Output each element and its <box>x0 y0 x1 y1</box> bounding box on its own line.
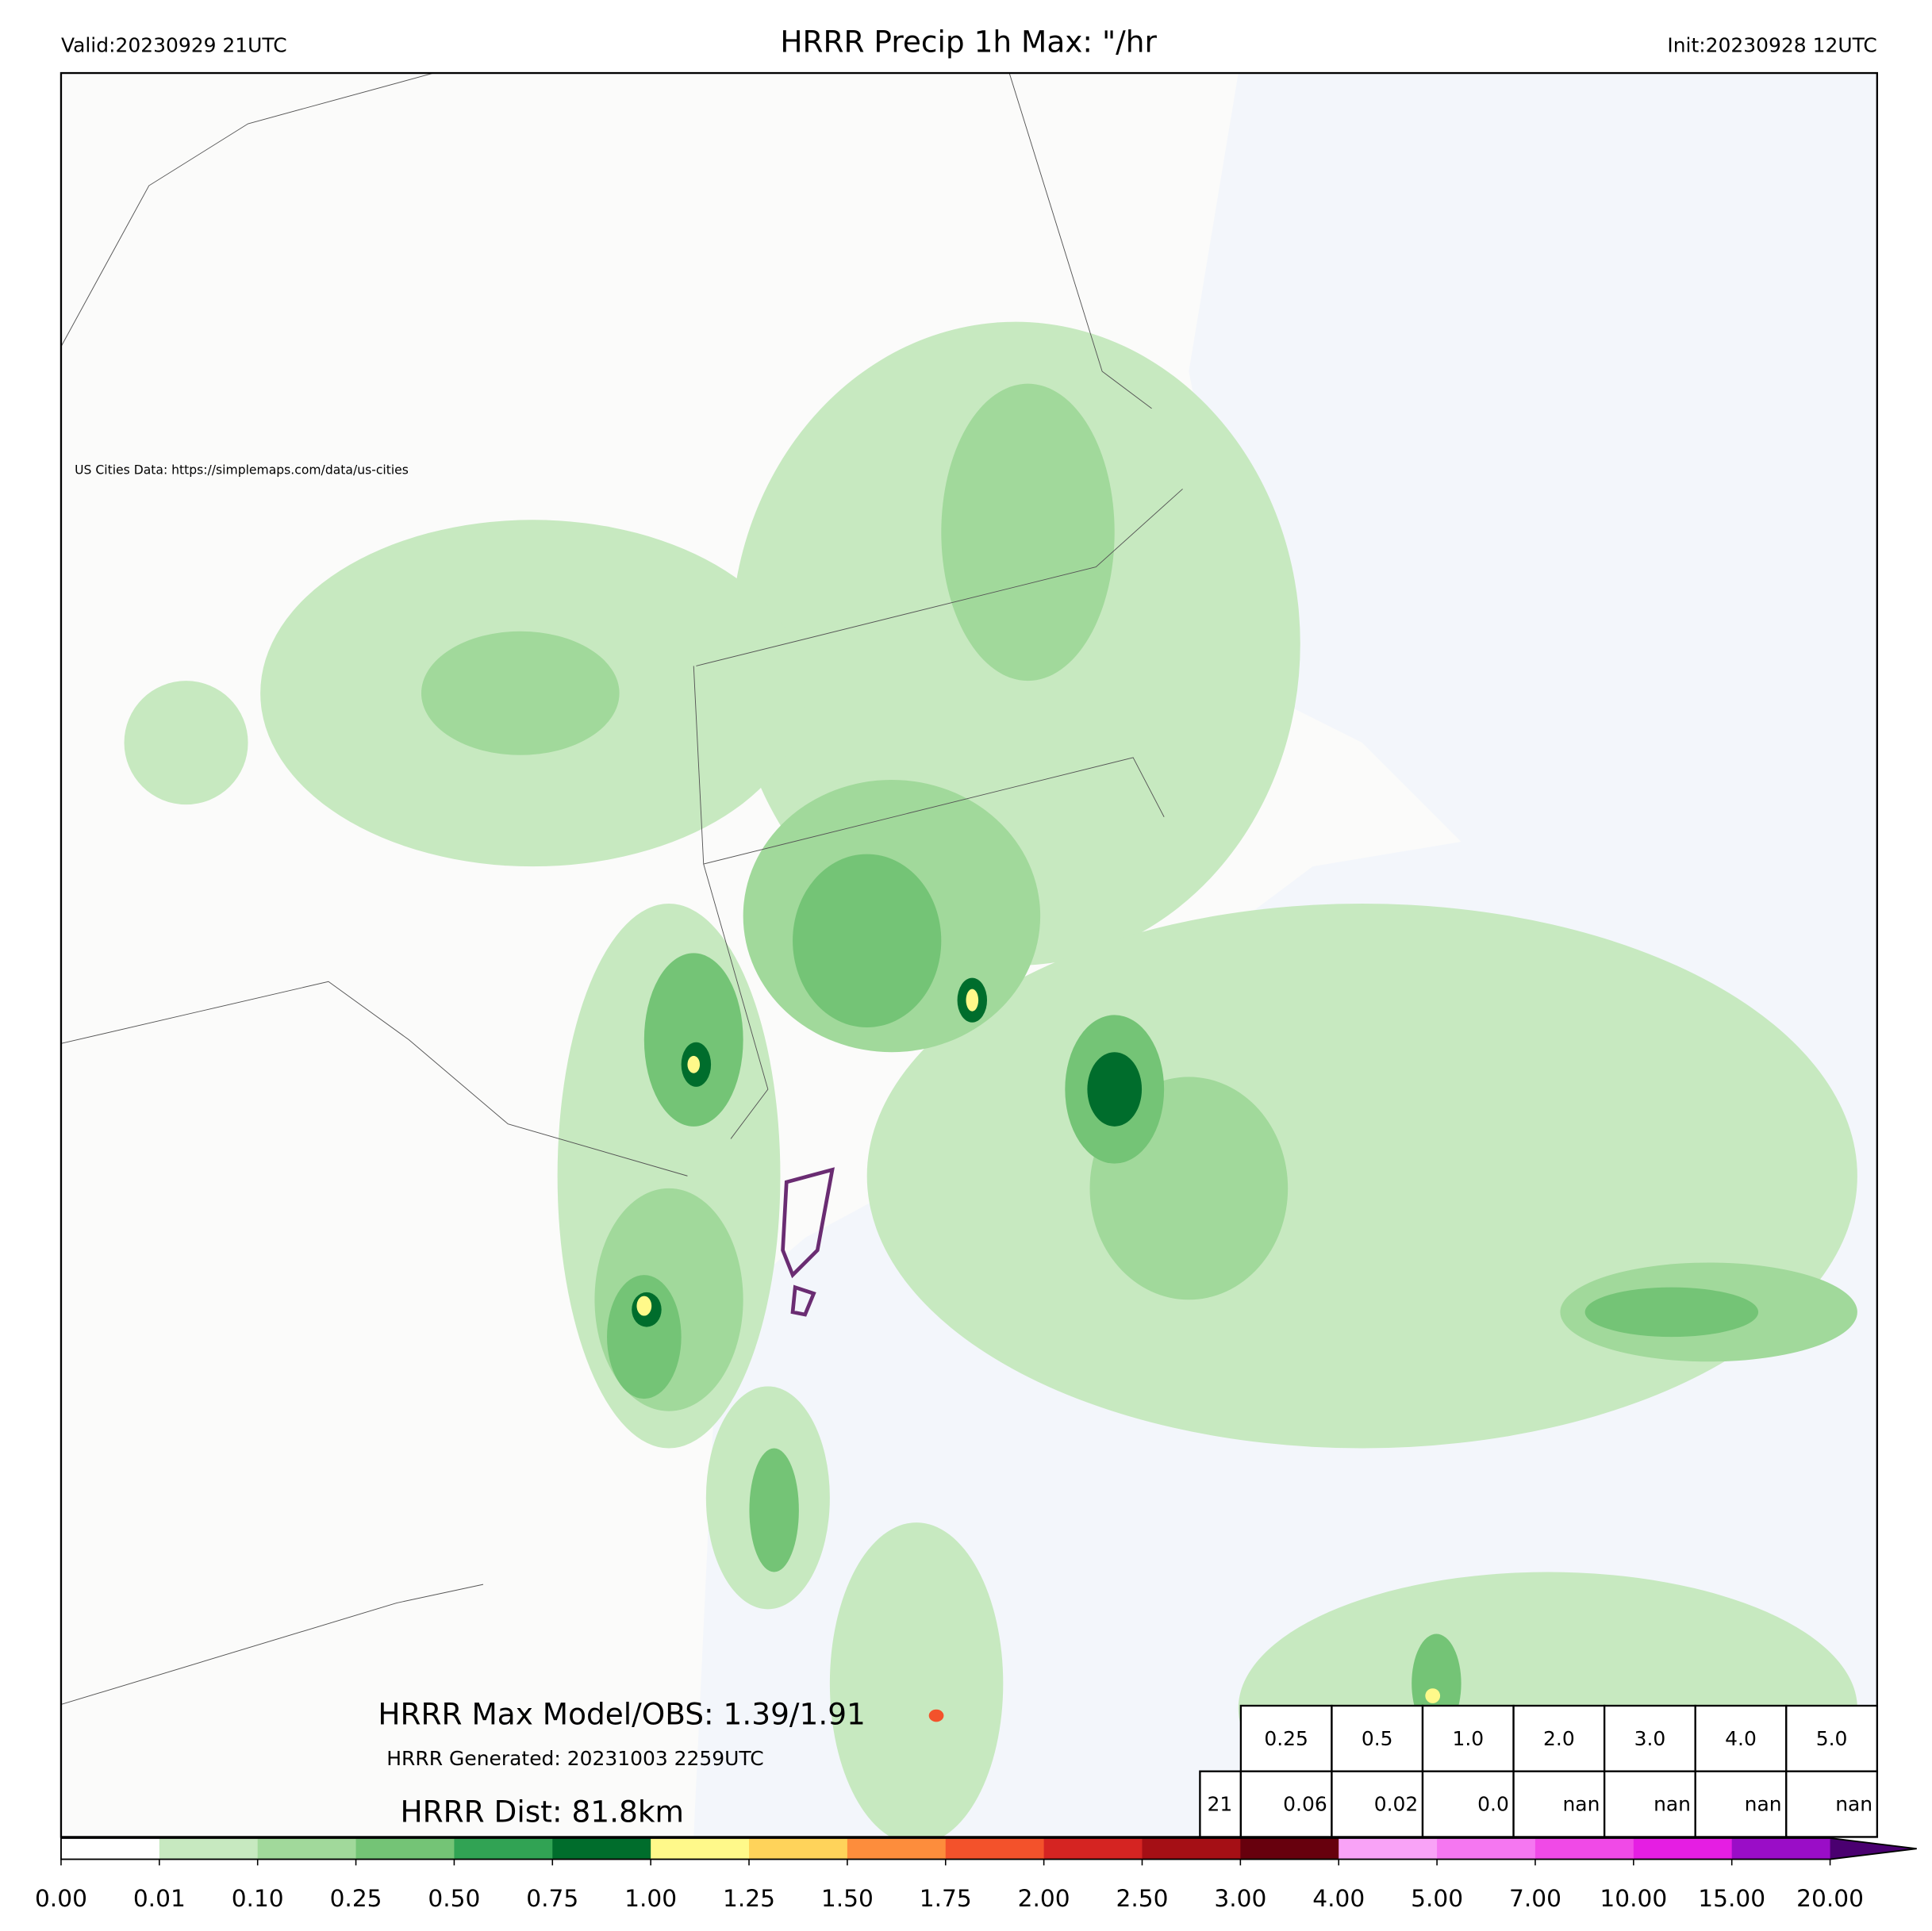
table-cell <box>1512 1704 1606 1772</box>
obs-contour <box>781 1167 835 1317</box>
table-row-label: 21 <box>1207 1793 1232 1816</box>
table-header: 4.0 <box>1725 1727 1757 1750</box>
colorbar-label: 5.00 <box>1411 1884 1463 1912</box>
table-cell <box>1512 1770 1606 1838</box>
table-header: 0.25 <box>1264 1727 1308 1750</box>
colorbar-label: 0.01 <box>133 1884 186 1912</box>
colorbar-segment <box>454 1837 554 1860</box>
table-cell <box>1239 1704 1333 1772</box>
table-cell <box>1694 1770 1788 1838</box>
table-cell <box>1421 1704 1515 1772</box>
colorbar-label: 0.00 <box>35 1884 87 1912</box>
table-value: 0.06 <box>1283 1793 1327 1816</box>
init-time: Init:20230928 12UTC <box>1667 34 1876 57</box>
table-value: nan <box>1745 1793 1782 1816</box>
table-value: 0.0 <box>1477 1793 1509 1816</box>
precip-heavy <box>607 854 1759 1733</box>
colorbar-segment <box>1534 1837 1634 1860</box>
table-value: nan <box>1562 1793 1600 1816</box>
colorbar-label: 0.50 <box>428 1884 480 1912</box>
map-frame <box>60 71 1879 1838</box>
generated: HRRR Generated: 20231003 2259UTC <box>386 1747 763 1770</box>
colorbar-segment <box>1142 1837 1242 1860</box>
table-cell <box>1785 1770 1879 1838</box>
table-header: 3.0 <box>1634 1727 1666 1750</box>
max-model-obs: HRRR Max Model/OBS: 1.39/1.91 <box>378 1696 866 1731</box>
colorbar-segment <box>945 1837 1045 1860</box>
colorbar-label: 20.00 <box>1796 1884 1864 1912</box>
colorbar-segment <box>257 1837 357 1860</box>
table-cell <box>1603 1770 1696 1838</box>
colorbar-label: 4.00 <box>1312 1884 1365 1912</box>
colorbar-segment <box>847 1837 947 1860</box>
valid-time: Valid:20230929 21UTC <box>61 34 287 57</box>
precip-extreme <box>636 989 1441 1722</box>
colorbar-label: 7.00 <box>1509 1884 1561 1912</box>
stats-table: 0.25 0.5 1.0 2.0 3.0 4.0 5.0 21 0.06 0.02 0.0 nan na… <box>1199 1704 1879 1838</box>
colorbar-segment <box>1339 1837 1438 1860</box>
credit: US Cities Data: https://simplemaps.com/d… <box>75 463 409 478</box>
colorbar-outline <box>60 1837 1917 1860</box>
borders <box>60 72 1183 1705</box>
colorbar-label: 1.25 <box>723 1884 775 1912</box>
table-cell <box>1239 1770 1333 1838</box>
colorbar-label: 0.25 <box>330 1884 382 1912</box>
table-value: nan <box>1835 1793 1872 1816</box>
distance: HRRR Dist: 81.8km <box>400 1795 684 1829</box>
colorbar-extend <box>1830 1837 1917 1860</box>
colorbar-label: 3.00 <box>1214 1884 1266 1912</box>
colorbar-segment <box>355 1837 455 1860</box>
colorbar-segment <box>159 1837 259 1860</box>
table-header: 0.5 <box>1362 1727 1393 1750</box>
colorbar-label: 10.00 <box>1600 1884 1667 1912</box>
table-value: nan <box>1654 1793 1691 1816</box>
table-header: 5.0 <box>1816 1727 1848 1750</box>
colorbar-segment <box>1043 1837 1143 1860</box>
table-cell <box>1421 1770 1515 1838</box>
title: HRRR Precip 1h Max: "/hr <box>780 25 1157 60</box>
table-cell <box>1603 1704 1696 1772</box>
colorbar-label: 1.75 <box>920 1884 972 1912</box>
colorbar-label: 1.00 <box>624 1884 677 1912</box>
colorbar-segment <box>1731 1837 1831 1860</box>
table-header: 1.0 <box>1452 1727 1484 1750</box>
colorbar-segment <box>1437 1837 1536 1860</box>
colorbar-label: 2.00 <box>1018 1884 1070 1912</box>
table-cell <box>1331 1770 1424 1838</box>
colorbar-segment <box>552 1837 651 1860</box>
table-header: 2.0 <box>1543 1727 1575 1750</box>
map <box>60 71 1879 1845</box>
table-cell <box>1331 1704 1424 1772</box>
colorbar-segment <box>1633 1837 1733 1860</box>
colorbar-label: 2.50 <box>1116 1884 1169 1912</box>
colorbar-segment <box>749 1837 848 1860</box>
table-value: 0.02 <box>1374 1793 1419 1816</box>
colorbar-label: 15.00 <box>1698 1884 1765 1912</box>
table-cell <box>1694 1704 1788 1772</box>
colorbar-segment <box>651 1837 750 1860</box>
colorbar-segment <box>1240 1837 1340 1860</box>
colorbar-label: 1.50 <box>821 1884 874 1912</box>
colorbar-label: 0.75 <box>526 1884 578 1912</box>
table-cell <box>1785 1704 1879 1772</box>
colorbar: 0.00 0.01 0.10 0.25 0.50 0.75 1.00 1.25 1.50 1.75… <box>35 1837 1917 1912</box>
colorbar-label: 0.10 <box>232 1884 284 1912</box>
colorbar-segment <box>60 1837 160 1860</box>
